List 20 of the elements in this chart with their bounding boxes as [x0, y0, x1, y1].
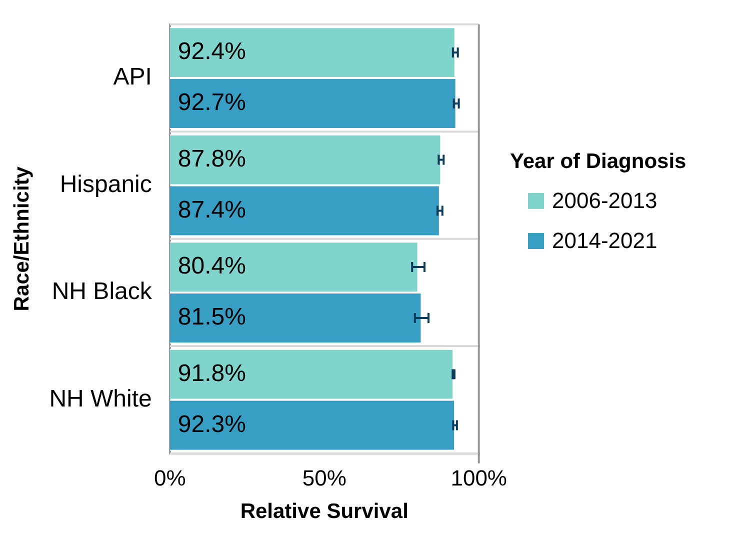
x-axis-title: Relative Survival	[240, 500, 408, 524]
legend-label: 2006-2013	[552, 188, 658, 214]
data-label: 87.8%	[178, 145, 246, 172]
data-label: 92.4%	[178, 38, 246, 66]
legend-title: Year of Diagnosis	[510, 150, 686, 174]
data-label: 92.7%	[178, 89, 246, 116]
data-label: 91.8%	[178, 360, 246, 387]
y-tick-label: API	[113, 64, 152, 91]
y-tick-label: Hispanic	[60, 170, 152, 198]
data-label: 80.4%	[178, 252, 246, 280]
y-tick-label: NH White	[49, 385, 152, 412]
data-label: 81.5%	[178, 304, 246, 331]
x-tick-label: 50%	[302, 466, 346, 491]
y-axis-title: Race/Ethnicity	[10, 166, 34, 312]
data-label: 92.3%	[178, 410, 246, 438]
x-tick-label: 0%	[154, 466, 186, 491]
y-tick-label: NH Black	[52, 278, 153, 306]
x-tick-label: 100%	[450, 466, 508, 491]
data-label: 87.4%	[178, 196, 246, 224]
legend-label: 2014-2021	[552, 228, 658, 254]
